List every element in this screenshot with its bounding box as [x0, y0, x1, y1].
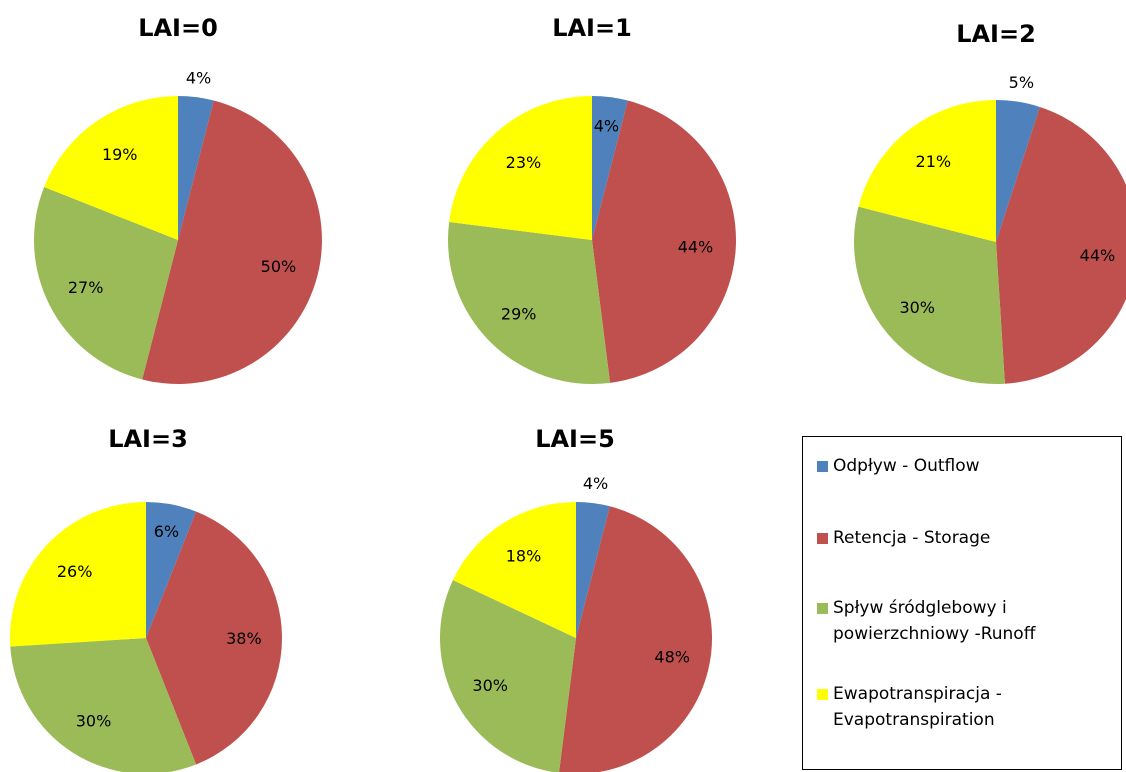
pie-label-lai2-outflow: 5% [1009, 73, 1034, 92]
pie-slice-lai0-runoff [33, 186, 179, 380]
pie-slice-lai0-storage [142, 100, 322, 384]
pie-label-lai0-storage: 50% [261, 257, 297, 276]
chart-title-lai5: LAI=5 [535, 425, 615, 453]
pie-slice-lai1-outflow [592, 96, 628, 240]
pie-slice-lai3-evapotranspiration [9, 502, 146, 647]
pie-slice-lai2-evapotranspiration [858, 100, 996, 242]
legend-item-evapotranspiration: Ewapotranspiracja - Evapotranspiration [817, 681, 1037, 733]
pie-label-lai2-storage: 44% [1080, 246, 1116, 265]
chart-title-lai0: LAI=0 [138, 14, 218, 42]
pie-label-lai2-runoff: 30% [899, 298, 935, 317]
pie-slice-lai1-evapotranspiration [449, 96, 592, 240]
pie-slice-lai5-storage [559, 506, 712, 772]
pie-label-lai1-storage: 44% [678, 238, 714, 257]
legend-item-runoff: Spływ śródglebowy i powierzchniowy -Runo… [817, 595, 1107, 647]
pie-label-lai5-outflow: 4% [583, 474, 608, 493]
pie-label-lai3-evapotranspiration: 26% [57, 562, 93, 581]
pie-slice-lai1-storage [592, 100, 736, 383]
pie-slice-lai1-runoff [448, 221, 611, 384]
pie-label-lai0-outflow: 4% [186, 68, 211, 87]
pie-label-lai3-storage: 38% [226, 629, 262, 648]
pie-label-lai5-storage: 48% [654, 647, 690, 666]
pie-slice-lai0-outflow [178, 96, 214, 240]
pie-slice-lai2-outflow [996, 100, 1040, 242]
pie-label-lai3-runoff: 30% [76, 712, 112, 731]
legend-swatch-outflow [817, 461, 828, 472]
chart-title-lai2: LAI=2 [956, 20, 1036, 48]
pie-slice-lai5-outflow [576, 502, 610, 638]
legend-label-evapotranspiration: Ewapotranspiracja - Evapotranspiration [833, 684, 1002, 730]
pie-label-lai1-evapotranspiration: 23% [506, 153, 542, 172]
pie-slice-lai3-storage [146, 511, 283, 765]
pie-label-lai1-runoff: 29% [501, 304, 537, 323]
legend: Odpływ - Outflow Retencja - Storage Spły… [802, 436, 1122, 770]
pie-label-lai0-evapotranspiration: 19% [102, 145, 138, 164]
legend-label-runoff: Spływ śródglebowy i powierzchniowy -Runo… [833, 598, 1036, 644]
legend-label-storage: Retencja - Storage [833, 528, 991, 548]
pie-slice-lai2-runoff [854, 206, 1005, 384]
pie-label-lai0-runoff: 27% [68, 278, 104, 297]
pie-slice-lai0-evapotranspiration [44, 96, 179, 240]
pie-label-lai1-outflow: 4% [594, 117, 619, 136]
pie-slice-lai3-runoff [10, 638, 197, 772]
pie-label-lai2-evapotranspiration: 21% [916, 152, 952, 171]
pie-label-lai3-outflow: 6% [154, 522, 179, 541]
chart-title-lai1: LAI=1 [552, 14, 632, 42]
legend-swatch-evapotranspiration [817, 689, 828, 700]
pie-label-lai5-runoff: 30% [472, 676, 508, 695]
pie-slice-lai3-outflow [146, 502, 197, 638]
legend-swatch-runoff [817, 603, 828, 614]
legend-item-outflow: Odpływ - Outflow [817, 453, 980, 479]
pie-slice-lai5-evapotranspiration [452, 502, 576, 638]
pie-slice-lai5-runoff [440, 580, 576, 772]
legend-label-outflow: Odpływ - Outflow [833, 456, 980, 476]
legend-swatch-storage [817, 533, 828, 544]
pie-slice-lai2-storage [996, 106, 1126, 384]
chart-title-lai3: LAI=3 [108, 425, 188, 453]
legend-item-storage: Retencja - Storage [817, 525, 990, 551]
pie-label-lai5-evapotranspiration: 18% [506, 546, 542, 565]
